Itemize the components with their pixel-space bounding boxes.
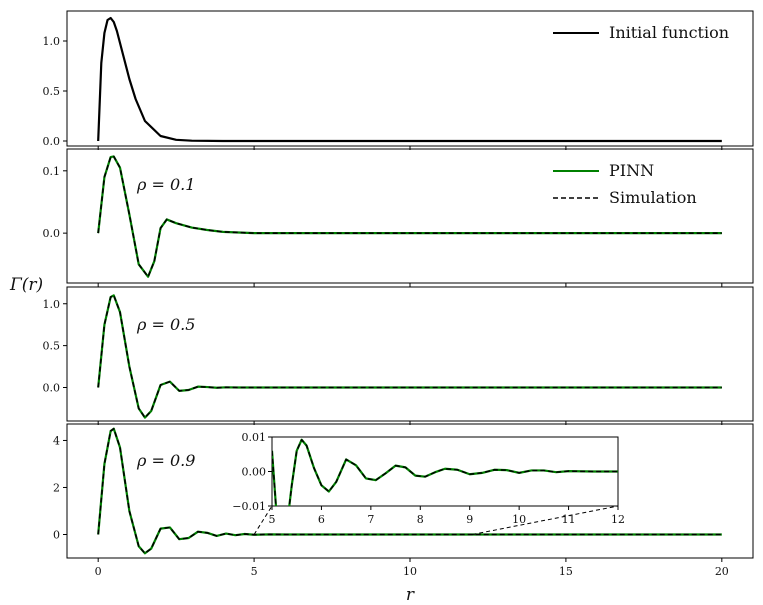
inset-y-tick-label: −0.01 xyxy=(232,500,266,513)
y-tick-label: 0.5 xyxy=(43,85,61,98)
inset-connector xyxy=(472,505,619,535)
legend: Initial function xyxy=(553,23,729,42)
x-axis-label: r xyxy=(406,585,415,605)
x-tick-label: 20 xyxy=(715,565,729,578)
panel-2: 0.0 0.5 1.0 ρ = 0.5 xyxy=(43,286,754,425)
y-axis-label: Γ(r) xyxy=(9,275,43,295)
series-group xyxy=(97,427,722,555)
y-tick-label: 0.0 xyxy=(43,382,61,395)
y-tick-label: 1.0 xyxy=(43,35,61,48)
inset: −0.01 0.00 0.01 5 6 7 8 9 10 11 12 xyxy=(232,431,625,535)
inset-x-tick-label: 10 xyxy=(512,513,526,526)
inset-x-tick-label: 12 xyxy=(611,513,625,526)
rho-annotation: ρ = 0.1 xyxy=(136,175,195,194)
legend-label: Simulation xyxy=(609,188,697,207)
x-tick-label: 15 xyxy=(559,565,573,578)
series-line-pinn xyxy=(97,294,722,419)
rho-annotation: ρ = 0.5 xyxy=(136,315,195,334)
inset-x-tick-label: 11 xyxy=(562,513,576,526)
inset-y-tick-label: 0.01 xyxy=(242,431,267,444)
inset-series-group xyxy=(272,438,618,506)
x-tick-label: 10 xyxy=(403,565,417,578)
plot-frame xyxy=(66,286,754,422)
series-group xyxy=(97,16,722,143)
inset-x-tick-label: 5 xyxy=(269,513,276,526)
y-tick-label: 0 xyxy=(53,528,60,541)
series-line-simulation xyxy=(97,427,722,555)
inset-connector xyxy=(253,505,273,535)
legend-label: PINN xyxy=(609,161,654,180)
legend: PINN Simulation xyxy=(553,161,697,207)
x-tick-label: 5 xyxy=(251,565,258,578)
inset-line-simulation xyxy=(272,439,618,506)
inset-x-tick-label: 6 xyxy=(318,513,325,526)
rho-annotation: ρ = 0.9 xyxy=(136,451,195,470)
legend-label: Initial function xyxy=(609,23,729,42)
panel-0: 0.0 0.5 1.0 Initial function xyxy=(43,10,754,150)
series-group xyxy=(97,294,722,419)
inset-x-tick-label: 7 xyxy=(367,513,374,526)
y-tick-label: 0.0 xyxy=(43,135,61,148)
panel-3: 0 2 4 0 5 10 15 20 ρ = 0.9 −0.01 0.00 0.01 5 6 7 8 9 10 11… xyxy=(53,423,754,578)
series-line-simulation xyxy=(97,155,722,278)
y-tick-label: 4 xyxy=(53,434,60,447)
y-tick-label: 0.1 xyxy=(43,165,61,178)
x-tick-label: 0 xyxy=(95,565,102,578)
y-tick-label: 2 xyxy=(53,481,60,494)
inset-x-tick-label: 9 xyxy=(466,513,473,526)
inset-y-tick-label: 0.00 xyxy=(242,466,267,479)
series-line-simulation xyxy=(97,294,722,419)
series-line-initial-function xyxy=(97,16,722,143)
series-group xyxy=(97,155,722,278)
y-tick-label: 0.5 xyxy=(43,340,61,353)
y-tick-label: 1.0 xyxy=(43,298,61,311)
inset-x-tick-label: 8 xyxy=(417,513,424,526)
y-tick-label: 0.0 xyxy=(43,227,61,240)
panel-1: 0.0 0.1 ρ = 0.1 PINN Simulation xyxy=(43,148,754,287)
